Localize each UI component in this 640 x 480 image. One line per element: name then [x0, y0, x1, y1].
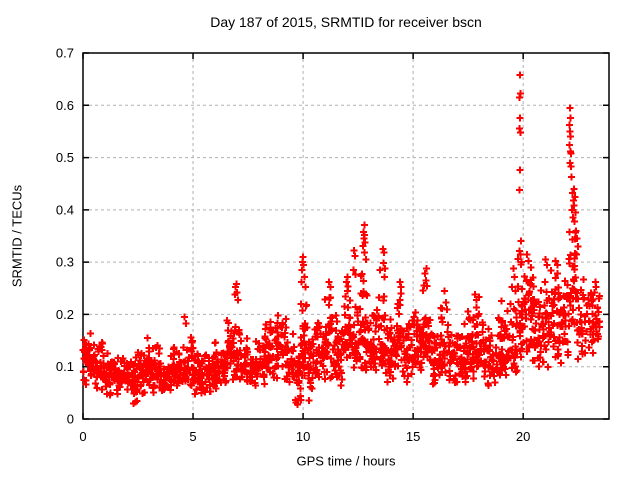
- y-tick-label: 0.6: [56, 98, 74, 113]
- x-tick-label: 10: [296, 429, 310, 444]
- x-tick-label: 20: [516, 429, 530, 444]
- scatter-points: [79, 71, 603, 408]
- plot-border: [82, 52, 610, 420]
- chart-title: Day 187 of 2015, SRMTID for receiver bsc…: [210, 14, 482, 30]
- y-tick-label: 0.5: [56, 150, 74, 165]
- x-axis-label: GPS time / hours: [296, 453, 396, 469]
- y-tick-label: 0.2: [56, 307, 74, 322]
- x-tick-label: 0: [79, 429, 86, 444]
- y-axis-label: SRMTID / TECUs: [9, 184, 25, 288]
- y-tick-label: 0: [67, 412, 74, 427]
- grid-lines: [83, 53, 609, 419]
- x-tick-label: 5: [189, 429, 196, 444]
- x-tick-label: 15: [406, 429, 420, 444]
- y-tick-label: 0.3: [56, 255, 74, 270]
- y-tick-label: 0.1: [56, 359, 74, 374]
- y-tick-label: 0.7: [56, 46, 74, 61]
- y-tick-label: 0.4: [56, 202, 74, 217]
